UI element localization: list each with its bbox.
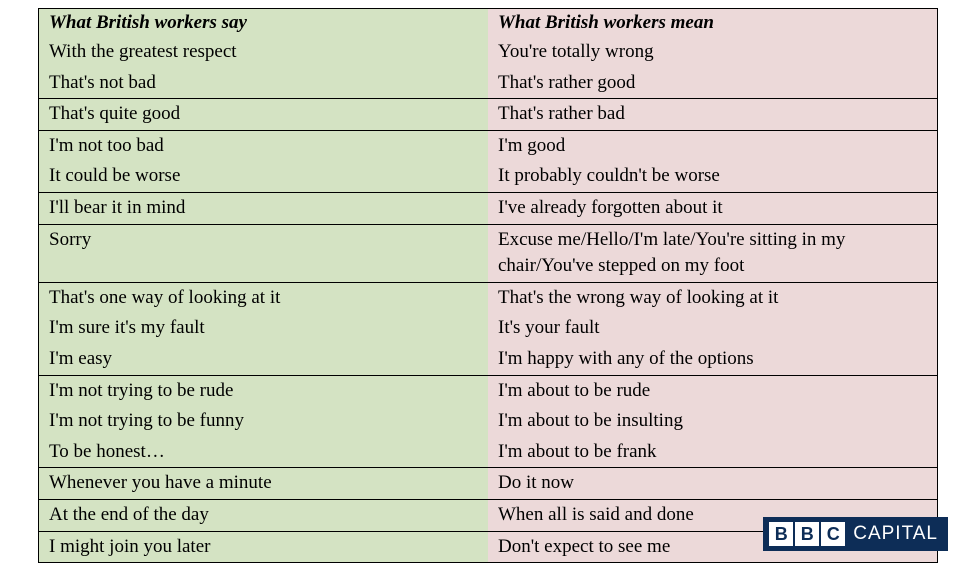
cell-say: I'm not trying to be funny [39, 406, 488, 437]
bbc-letter-b1: B [769, 522, 793, 546]
cell-say: Sorry [39, 224, 488, 282]
cell-mean: You're totally wrong [488, 37, 937, 68]
table-row: I'll bear it in mindI've already forgott… [39, 192, 937, 224]
table-row: SorryExcuse me/Hello/I'm late/You're sit… [39, 224, 937, 282]
table-row: Whenever you have a minuteDo it now [39, 468, 937, 500]
bbc-letter-b2: B [795, 522, 819, 546]
cell-say: I'm not too bad [39, 130, 488, 161]
cell-say: It could be worse [39, 161, 488, 192]
cell-say: I'm easy [39, 344, 488, 375]
bbc-blocks: B B C [769, 522, 845, 546]
table-row: I'm easyI'm happy with any of the option… [39, 344, 937, 375]
cell-say: To be honest… [39, 437, 488, 468]
cell-mean: Do it now [488, 468, 937, 500]
cell-mean: I've already forgotten about it [488, 192, 937, 224]
table-row: I'm not trying to be funnyI'm about to b… [39, 406, 937, 437]
cell-mean: That's rather good [488, 68, 937, 99]
cell-say: At the end of the day [39, 499, 488, 531]
cell-say: That's one way of looking at it [39, 282, 488, 313]
cell-mean: It's your fault [488, 313, 937, 344]
table-row: I'm not too badI'm good [39, 130, 937, 161]
table-row: It could be worseIt probably couldn't be… [39, 161, 937, 192]
cell-say: I'll bear it in mind [39, 192, 488, 224]
cell-say: I'm sure it's my fault [39, 313, 488, 344]
cell-mean: I'm good [488, 130, 937, 161]
cell-mean: I'm about to be frank [488, 437, 937, 468]
table-row: That's not badThat's rather good [39, 68, 937, 99]
header-say: What British workers say [39, 9, 488, 37]
cell-mean: I'm about to be insulting [488, 406, 937, 437]
bbc-letter-c: C [821, 522, 845, 546]
table-header-row: What British workers sayWhat British wor… [39, 9, 937, 37]
cell-say: I'm not trying to be rude [39, 375, 488, 406]
cell-say: Whenever you have a minute [39, 468, 488, 500]
table-row: I'm not trying to be rudeI'm about to be… [39, 375, 937, 406]
header-mean: What British workers mean [488, 9, 937, 37]
bbc-capital-logo: B B C CAPITAL [763, 517, 948, 551]
cell-mean: I'm happy with any of the options [488, 344, 937, 375]
cell-say: That's not bad [39, 68, 488, 99]
cell-mean: Excuse me/Hello/I'm late/You're sitting … [488, 224, 937, 282]
translation-table: What British workers sayWhat British wor… [39, 9, 937, 562]
table-row: To be honest…I'm about to be frank [39, 437, 937, 468]
table-row: I'm sure it's my faultIt's your fault [39, 313, 937, 344]
cell-mean: That's the wrong way of looking at it [488, 282, 937, 313]
translation-table-container: What British workers sayWhat British wor… [38, 8, 938, 563]
cell-mean: That's rather bad [488, 99, 937, 131]
cell-mean: I'm about to be rude [488, 375, 937, 406]
cell-say: That's quite good [39, 99, 488, 131]
table-row: With the greatest respectYou're totally … [39, 37, 937, 68]
capital-text: CAPITAL [853, 523, 938, 545]
cell-say: I might join you later [39, 531, 488, 562]
table-body: What British workers sayWhat British wor… [39, 9, 937, 562]
table-row: That's one way of looking at itThat's th… [39, 282, 937, 313]
table-row: That's quite goodThat's rather bad [39, 99, 937, 131]
cell-mean: It probably couldn't be worse [488, 161, 937, 192]
cell-say: With the greatest respect [39, 37, 488, 68]
